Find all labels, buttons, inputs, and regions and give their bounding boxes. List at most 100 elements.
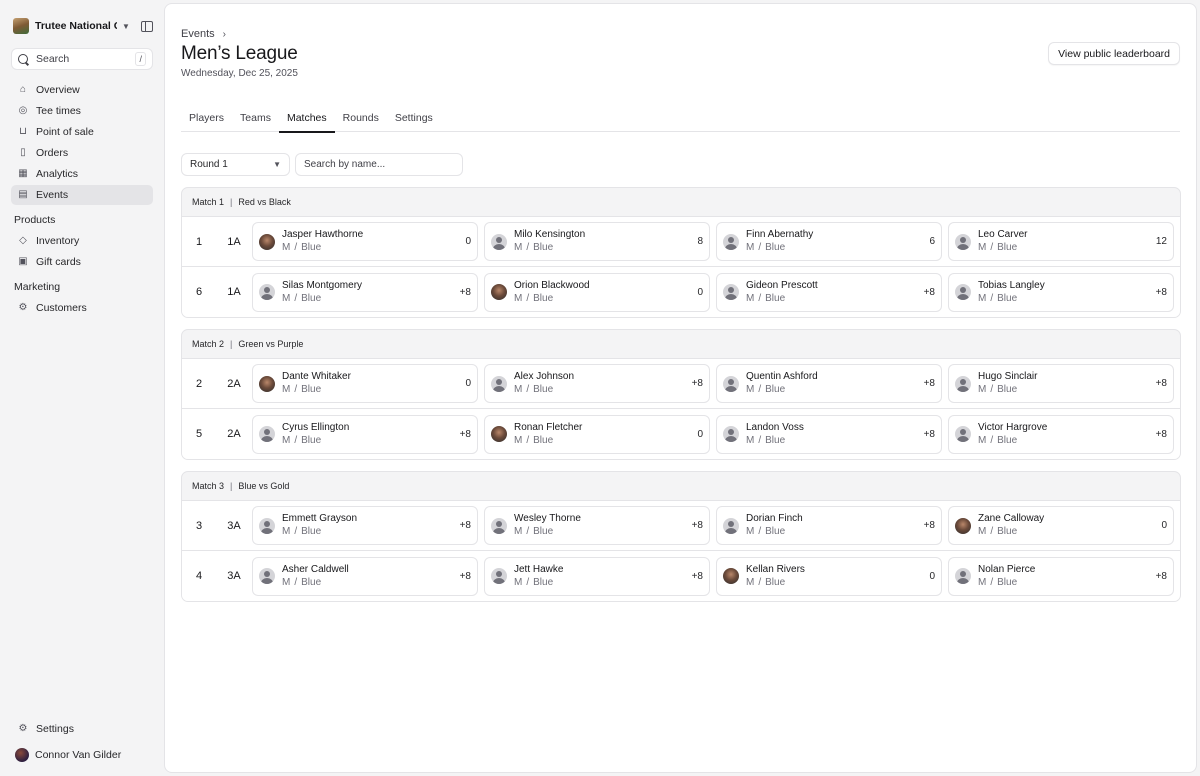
meta-separator: / xyxy=(294,384,298,395)
match-label: Match 2 xyxy=(192,339,225,349)
player-avatar xyxy=(955,375,971,392)
sidebar-item-settings[interactable]: ⚙ Settings xyxy=(11,719,153,739)
tab-settings[interactable]: Settings xyxy=(394,112,433,124)
player-meta: M / Blue xyxy=(746,434,924,448)
player-card[interactable]: Wesley Thorne M / Blue +8 xyxy=(484,506,710,545)
sidebar-item-inventory[interactable]: ◇ Inventory xyxy=(11,231,153,251)
player-meta: M / Blue xyxy=(514,576,692,590)
sidebar-item-orders[interactable]: ▯ Orders xyxy=(11,143,153,163)
player-score: 0 xyxy=(1161,520,1167,531)
player-avatar xyxy=(491,233,507,250)
sidebar-item-events[interactable]: ▤ Events xyxy=(11,185,153,205)
sidebar-item-point-of-sale[interactable]: ⊔ Point of sale xyxy=(11,122,153,142)
meta-separator: / xyxy=(758,576,762,588)
player-avatar xyxy=(955,568,971,584)
sidebar-search[interactable]: Search / xyxy=(11,48,153,70)
player-card[interactable]: Finn Abernathy M / Blue 6 xyxy=(716,222,942,261)
player-card[interactable]: Zane Calloway M / Blue 0 xyxy=(948,506,1174,545)
player-name: Asher Caldwell xyxy=(282,563,349,575)
tab-teams[interactable]: Teams xyxy=(240,112,271,124)
gift-icon: ▣ xyxy=(18,256,28,267)
meta-separator: / xyxy=(990,434,994,446)
player-meta: M / Blue xyxy=(282,292,460,306)
match-label: Match 3 xyxy=(192,481,225,491)
player-card[interactable]: Landon Voss M / Blue +8 xyxy=(716,414,942,454)
player-card[interactable]: Silas Montgomery M / Blue +8 xyxy=(252,272,478,312)
row-number: 5 xyxy=(195,428,203,440)
round-select[interactable]: Round 1 ▼ xyxy=(181,153,290,176)
org-switcher[interactable]: Trutee National G... ▼ xyxy=(13,16,153,36)
player-name: Zane Calloway xyxy=(978,513,1045,524)
player-card[interactable]: Ronan Fletcher M / Blue 0 xyxy=(484,414,710,454)
player-card[interactable]: Gideon Prescott M / Blue +8 xyxy=(716,272,942,312)
player-card[interactable]: Tobias Langley M / Blue +8 xyxy=(948,272,1174,312)
player-card[interactable]: Hugo Sinclair M / Blue +8 xyxy=(948,364,1174,403)
sidebar-item-gift-cards[interactable]: ▣ Gift cards xyxy=(11,252,153,272)
player-card[interactable]: Asher Caldwell M / Blue +8 xyxy=(252,556,478,596)
player-avatar xyxy=(955,284,971,300)
player-card[interactable]: Leo Carver M / Blue 12 xyxy=(948,222,1174,261)
player-name: Quentin Ashford xyxy=(746,371,818,382)
match-teams: Blue vs Gold xyxy=(238,481,290,491)
player-score: 8 xyxy=(697,236,703,247)
player-card[interactable]: Nolan Pierce M / Blue +8 xyxy=(948,556,1174,596)
row-group: 3A xyxy=(227,570,241,582)
view-public-leaderboard-button[interactable]: View public leaderboard xyxy=(1048,42,1180,65)
chevron-right-icon: › xyxy=(222,28,226,40)
page-title: Men’s League xyxy=(181,43,298,64)
tab-rounds[interactable]: Rounds xyxy=(342,112,379,124)
player-avatar xyxy=(259,517,275,534)
player-avatar xyxy=(723,375,739,392)
player-card[interactable]: Kellan Rivers M / Blue 0 xyxy=(716,556,942,596)
match-row: 2 2A Dante Whitaker M / Blue 0 Alex Johnson M / Bl… xyxy=(182,359,1180,409)
sidebar-item-label: Customers xyxy=(36,302,87,314)
player-info: Zane Calloway M / Blue xyxy=(978,512,1161,539)
player-name: Gideon Prescott xyxy=(746,279,818,291)
match-header: Match 1 | Red vs Black xyxy=(182,188,1180,216)
player-card[interactable]: Orion Blackwood M / Blue 0 xyxy=(484,272,710,312)
tab-players[interactable]: Players xyxy=(189,112,225,124)
player-tee: Blue xyxy=(765,384,786,395)
player-gender: M xyxy=(514,242,523,253)
player-card[interactable]: Alex Johnson M / Blue +8 xyxy=(484,364,710,403)
org-logo xyxy=(13,18,29,34)
meta-separator: / xyxy=(294,292,298,304)
player-tee: Blue xyxy=(997,384,1018,395)
player-card[interactable]: Dante Whitaker M / Blue 0 xyxy=(252,364,478,403)
home-icon: ⌂ xyxy=(19,84,27,95)
player-card[interactable]: Jett Hawke M / Blue +8 xyxy=(484,556,710,596)
player-card[interactable]: Victor Hargrove M / Blue +8 xyxy=(948,414,1174,454)
player-card[interactable]: Cyrus Ellington M / Blue +8 xyxy=(252,414,478,454)
meta-separator: / xyxy=(758,526,762,537)
player-card[interactable]: Milo Kensington M / Blue 8 xyxy=(484,222,710,261)
player-score: +8 xyxy=(459,286,471,298)
player-tee: Blue xyxy=(301,526,322,537)
primary-nav: ⌂ Overview ◎ Tee times ⊔ Point of sale ▯… xyxy=(11,80,153,318)
player-score: +8 xyxy=(691,520,703,531)
player-name: Jasper Hawthorne xyxy=(282,229,364,240)
player-score: +8 xyxy=(691,378,703,389)
breadcrumb-events[interactable]: Events xyxy=(181,28,215,40)
nav-section-products: Products xyxy=(14,214,56,226)
player-card[interactable]: Emmett Grayson M / Blue +8 xyxy=(252,506,478,545)
tab-matches[interactable]: Matches xyxy=(278,107,335,133)
meta-separator: / xyxy=(990,576,994,588)
row-group: 3A xyxy=(227,519,241,532)
meta-separator: / xyxy=(990,242,994,253)
player-card[interactable]: Quentin Ashford M / Blue +8 xyxy=(716,364,942,403)
sidebar-item-customers[interactable]: ⚙ Customers xyxy=(11,298,153,318)
player-avatar xyxy=(259,233,275,250)
sidebar-toggle-icon[interactable] xyxy=(141,20,153,32)
player-card[interactable]: Dorian Finch M / Blue +8 xyxy=(716,506,942,545)
sidebar-item-analytics[interactable]: ▦ Analytics xyxy=(11,164,153,184)
player-card[interactable]: Jasper Hawthorne M / Blue 0 xyxy=(252,222,478,261)
name-search-input[interactable] xyxy=(295,153,463,176)
player-avatar xyxy=(723,233,739,250)
meta-separator: / xyxy=(990,526,994,537)
sidebar-item-tee-times[interactable]: ◎ Tee times xyxy=(11,101,153,121)
player-meta: M / Blue xyxy=(746,383,924,397)
player-avatar xyxy=(491,517,507,534)
player-tee: Blue xyxy=(533,434,554,446)
user-menu[interactable]: Connor Van Gilder xyxy=(11,745,153,765)
sidebar-item-overview[interactable]: ⌂ Overview xyxy=(11,80,153,100)
